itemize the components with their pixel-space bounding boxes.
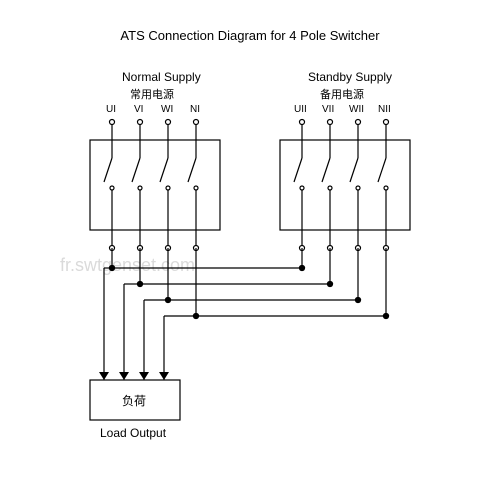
wiring-diagram bbox=[0, 0, 500, 500]
